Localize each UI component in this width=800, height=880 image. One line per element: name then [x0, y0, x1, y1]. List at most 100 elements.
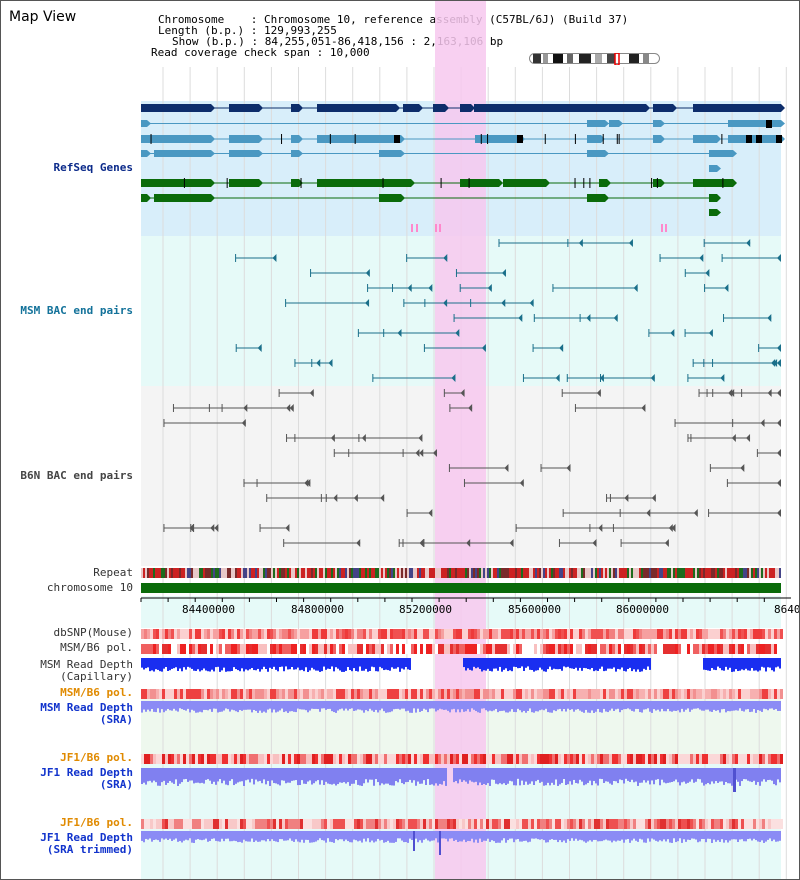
- repeat-block: [735, 568, 737, 578]
- depth-bar: [327, 658, 329, 669]
- heat-cell: [243, 819, 246, 829]
- track-label-msm-b6-pol-1[interactable]: MSM/B6 pol.: [60, 641, 133, 654]
- heat-cell: [375, 819, 378, 829]
- depth-bar: [665, 831, 667, 842]
- heat-cell: [759, 689, 762, 699]
- track-label-msm-read-depth-capillary[interactable]: MSM Read Depth (Capillary): [40, 658, 133, 683]
- heat-cell: [243, 629, 246, 639]
- track-label-b6n-bac[interactable]: B6N BAC end pairs: [20, 469, 133, 482]
- depth-bar: [377, 831, 379, 839]
- depth-bar: [587, 658, 589, 669]
- depth-bar: [205, 831, 207, 839]
- depth-bar: [577, 701, 579, 710]
- gene-arrow: [419, 104, 423, 112]
- depth-bar: [709, 768, 711, 785]
- depth-bar: [547, 658, 549, 670]
- heat-cell: [351, 689, 354, 699]
- heat-cell: [309, 819, 312, 829]
- gene-exon: [709, 165, 717, 172]
- heat-cell: [588, 754, 591, 764]
- heat-cell: [432, 754, 435, 764]
- track-label-msm-b6-pol-2[interactable]: MSM/B6 pol.: [60, 686, 133, 699]
- track-label-jf1-b6-pol-1[interactable]: JF1/B6 pol.: [60, 751, 133, 764]
- track-label-dbsnp[interactable]: dbSNP(Mouse): [53, 626, 133, 639]
- heat-cell: [579, 689, 582, 699]
- heat-cell: [258, 754, 261, 764]
- depth-bar: [253, 658, 255, 671]
- depth-bar: [623, 658, 625, 671]
- depth-bar: [525, 701, 527, 713]
- track-label-chromosome[interactable]: chromosome 10: [46, 581, 133, 594]
- depth-bar: [747, 701, 749, 710]
- track-label-msm-read-depth-sra[interactable]: MSM Read Depth (SRA): [40, 701, 133, 726]
- chromosome-ideogram[interactable]: [529, 53, 661, 65]
- depth-bar: [213, 701, 215, 709]
- heat-cell: [291, 644, 294, 654]
- depth-bar: [517, 701, 519, 709]
- depth-bar: [289, 658, 291, 670]
- heat-cell: [753, 689, 756, 699]
- heat-cell: [264, 629, 267, 639]
- track-label-repeat[interactable]: Repeat: [93, 566, 133, 579]
- depth-bar: [175, 658, 177, 668]
- heat-cell: [264, 689, 267, 699]
- bac-arrow: [596, 389, 601, 397]
- depth-bar: [431, 831, 433, 841]
- depth-bar: [773, 768, 775, 785]
- depth-bar: [213, 658, 215, 672]
- track-label-jf1-read-depth-trimmed[interactable]: JF1 Read Depth (SRA trimmed): [40, 831, 133, 856]
- depth-bar: [643, 831, 645, 843]
- heat-cell: [645, 819, 648, 829]
- track-label-jf1-read-depth-sra[interactable]: JF1 Read Depth (SRA): [40, 766, 133, 791]
- heat-cell: [684, 629, 687, 639]
- repeat-block: [321, 568, 323, 578]
- heat-cell: [198, 629, 201, 639]
- heat-cell: [282, 689, 285, 699]
- repeat-block: [693, 568, 695, 578]
- depth-bar: [265, 658, 267, 670]
- snp-mark: [416, 224, 418, 232]
- heat-cell: [261, 689, 264, 699]
- depth-bar: [421, 768, 423, 784]
- depth-bar: [771, 768, 773, 781]
- gene-exon: [587, 150, 605, 157]
- heat-cell: [720, 689, 723, 699]
- bac-arrow: [740, 464, 745, 472]
- heat-cell: [579, 629, 582, 639]
- heat-cell: [375, 629, 378, 639]
- track-label-jf1-b6-pol-2[interactable]: JF1/B6 pol.: [60, 816, 133, 829]
- heat-cell: [684, 644, 687, 654]
- heat-cell: [444, 754, 447, 764]
- depth-bar: [521, 831, 523, 842]
- depth-bar: [551, 831, 553, 840]
- heat-cell: [660, 819, 663, 829]
- depth-bar: [529, 768, 531, 784]
- heat-cell: [315, 629, 318, 639]
- heat-cell: [258, 644, 261, 654]
- depth-bar: [519, 831, 521, 842]
- depth-bar: [581, 658, 583, 671]
- heat-cell: [687, 754, 690, 764]
- depth-bar: [153, 658, 155, 672]
- depth-bar: [727, 768, 729, 784]
- depth-bar: [273, 701, 275, 710]
- repeat-block: [145, 568, 147, 578]
- depth-bar: [403, 701, 405, 709]
- gene-exon: [317, 179, 411, 187]
- repeat-block: [337, 568, 339, 578]
- depth-bar: [323, 831, 325, 841]
- heat-cell: [156, 629, 159, 639]
- heat-cell: [567, 689, 570, 699]
- depth-bar: [381, 658, 383, 669]
- depth-bar: [327, 768, 329, 784]
- track-label-msm-bac[interactable]: MSM BAC end pairs: [20, 304, 133, 317]
- track-label-refseq[interactable]: RefSeq Genes: [53, 161, 133, 174]
- heat-cell: [267, 689, 270, 699]
- heat-cell: [648, 819, 651, 829]
- heat-cell: [699, 819, 702, 829]
- depth-bar: [215, 658, 217, 668]
- depth-bar: [593, 701, 595, 713]
- heat-cell: [333, 644, 336, 654]
- depth-bar: [309, 701, 311, 711]
